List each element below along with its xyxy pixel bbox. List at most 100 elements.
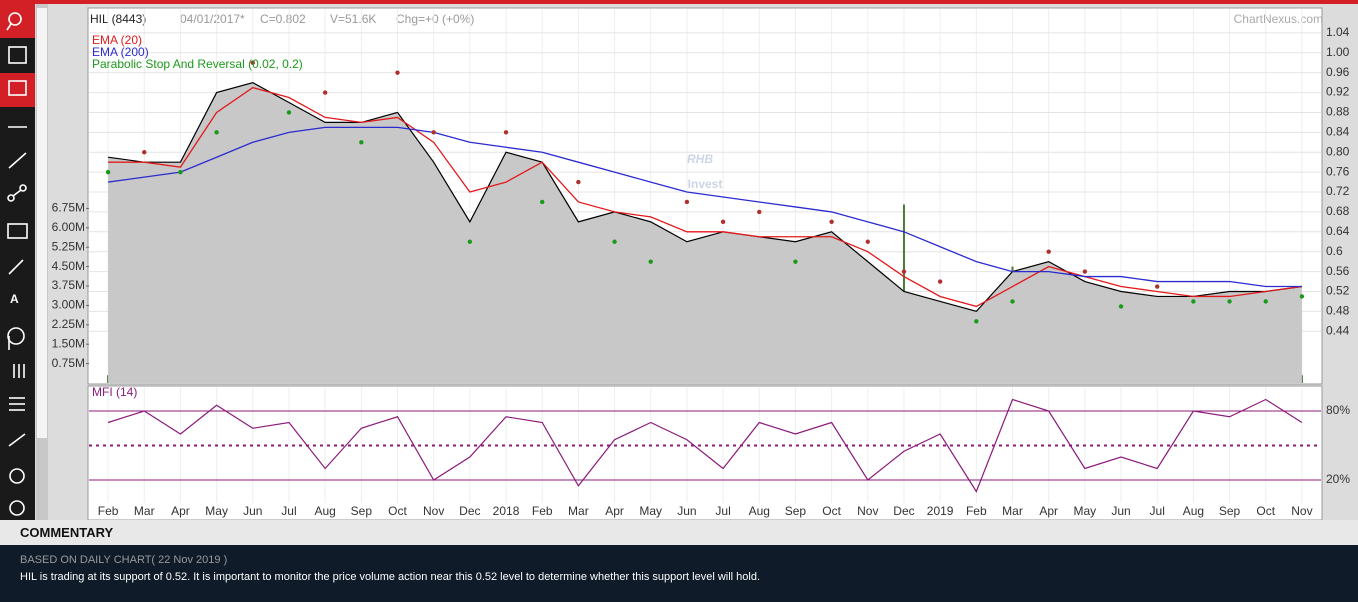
zoom-tool[interactable] — [0, 4, 35, 38]
x-tick-label: Jun — [677, 504, 696, 518]
x-tick-label: Jun — [1111, 504, 1130, 518]
sar-dot — [829, 219, 834, 225]
source: ChartNexus.com — [1234, 12, 1323, 26]
sar-dot — [395, 70, 400, 75]
sar-dot — [1263, 299, 1268, 304]
sar-dot — [1227, 299, 1232, 304]
legend-entry: Parabolic Stop And Reversal (0.02, 0.2) — [92, 57, 303, 71]
volume-tick-label: 6.75M — [52, 201, 85, 215]
sar-dot — [540, 199, 545, 205]
sar-dot — [1082, 269, 1088, 274]
x-tick-label: Feb — [98, 504, 119, 518]
x-tick-label: Dec — [459, 504, 480, 518]
x-tick-label: Apr — [605, 504, 624, 518]
sar-dot — [286, 110, 292, 115]
sar-dot — [648, 259, 653, 264]
volume-tick-label: 2.25M — [52, 317, 85, 331]
x-tick-label: Aug — [314, 504, 335, 518]
commentary: COMMENTARY BASED ON DAILY CHART( 22 Nov … — [0, 520, 1358, 602]
y-tick-label: 0.64 — [1326, 224, 1350, 238]
x-tick-label: May — [639, 504, 662, 518]
sar-dot — [1118, 304, 1124, 309]
y-tick-label: 0.88 — [1326, 105, 1350, 119]
sar-dot — [937, 279, 943, 284]
y-tick-label: 0.96 — [1326, 65, 1350, 79]
x-tick-label: Sep — [1219, 504, 1241, 518]
sar-dot — [757, 209, 762, 215]
sar-dot — [250, 60, 255, 65]
symbol: HIL (8443) — [90, 12, 146, 26]
commentary-text: HIL is trading at its support of 0.52. I… — [20, 571, 761, 583]
sar-dot — [178, 169, 183, 175]
scroll-thumb[interactable] — [37, 8, 47, 438]
draw-tool[interactable] — [0, 73, 35, 107]
x-tick-label: Mar — [134, 504, 155, 518]
volume-tick-label: 5.25M — [52, 239, 85, 253]
sar-dot — [1155, 284, 1160, 289]
price-area — [108, 82, 1302, 384]
sar-dot — [1191, 299, 1196, 304]
toolbar-icons — [6, 12, 28, 516]
x-tick-label: Mar — [568, 504, 589, 518]
sar-dot — [214, 130, 219, 135]
sar-dot — [576, 179, 581, 185]
palette-tool[interactable] — [7, 327, 25, 345]
x-tick-label: Jul — [715, 504, 730, 518]
y-tick-label: 0.92 — [1326, 85, 1350, 99]
sar-dot — [793, 259, 798, 264]
change: Chg=+0 (+0%) — [396, 12, 474, 26]
text-tool[interactable]: A — [10, 292, 19, 306]
x-tick-label: May — [205, 504, 228, 518]
sar-dot — [1010, 299, 1015, 304]
y-tick-label: 0.44 — [1326, 323, 1350, 337]
sar-dot — [612, 239, 617, 244]
x-tick-label: Aug — [1183, 504, 1204, 518]
x-tick-label: Sep — [351, 504, 373, 518]
price-line — [108, 81, 1302, 313]
x-tick-label: Aug — [749, 504, 770, 518]
y-tick-label: 0.48 — [1326, 304, 1350, 318]
mfi-line — [107, 398, 1303, 493]
y-tick-label: 0.72 — [1326, 184, 1350, 198]
x-tick-label: Apr — [1039, 504, 1058, 518]
volume-tick-label: 6.00M — [52, 220, 85, 234]
x-tick-label: Oct — [388, 504, 407, 518]
x-tick-label: Nov — [857, 504, 878, 518]
sar-dot — [974, 319, 979, 324]
volume-tick-label: 0.75M — [52, 356, 85, 370]
mfi-tick-label: 20% — [1326, 472, 1350, 486]
y-tick-label: 1.00 — [1326, 45, 1350, 59]
y-tick-label: 0.76 — [1326, 164, 1350, 178]
logo-top: RHB — [687, 152, 713, 166]
x-tick-label: 2019 — [927, 504, 954, 518]
y-tick-label: 0.52 — [1326, 284, 1350, 298]
sar-dot — [431, 130, 436, 135]
x-tick-label: Jul — [1150, 504, 1165, 518]
x-tick-label: May — [1074, 504, 1097, 518]
x-tick-label: Oct — [822, 504, 841, 518]
commentary-basis: BASED ON DAILY CHART( 22 Nov 2019 ) — [20, 554, 228, 566]
volume-info: V=51.6K — [330, 12, 376, 26]
x-tick-label: Jun — [243, 504, 262, 518]
x-tick-label: Sep — [785, 504, 807, 518]
sar-dot — [865, 239, 870, 244]
sar-dot — [901, 269, 907, 274]
x-tick-label: Apr — [171, 504, 190, 518]
y-tick-label: 1.04 — [1326, 25, 1350, 39]
y-tick-label: 0.84 — [1326, 125, 1350, 139]
sar-dot — [684, 199, 690, 205]
volume-tick-label: 3.75M — [52, 278, 85, 292]
y-tick-label: 0.68 — [1326, 204, 1350, 218]
sar-dot — [359, 140, 364, 145]
x-tick-label: Mar — [1002, 504, 1023, 518]
x-tick-label: Nov — [1291, 504, 1312, 518]
x-tick-label: Nov — [423, 504, 444, 518]
volume-tick-label: 3.00M — [52, 298, 85, 312]
chart-area: A HIL (8443) 04/01/2017* C=0.802 V=51.6K… — [0, 0, 1358, 520]
x-tick-label: Oct — [1256, 504, 1275, 518]
sar-dot — [503, 130, 509, 135]
top-bar — [0, 0, 1358, 4]
date: 04/01/2017* — [180, 12, 245, 26]
x-tick-label: Jul — [281, 504, 296, 518]
sar-dot — [322, 90, 328, 95]
